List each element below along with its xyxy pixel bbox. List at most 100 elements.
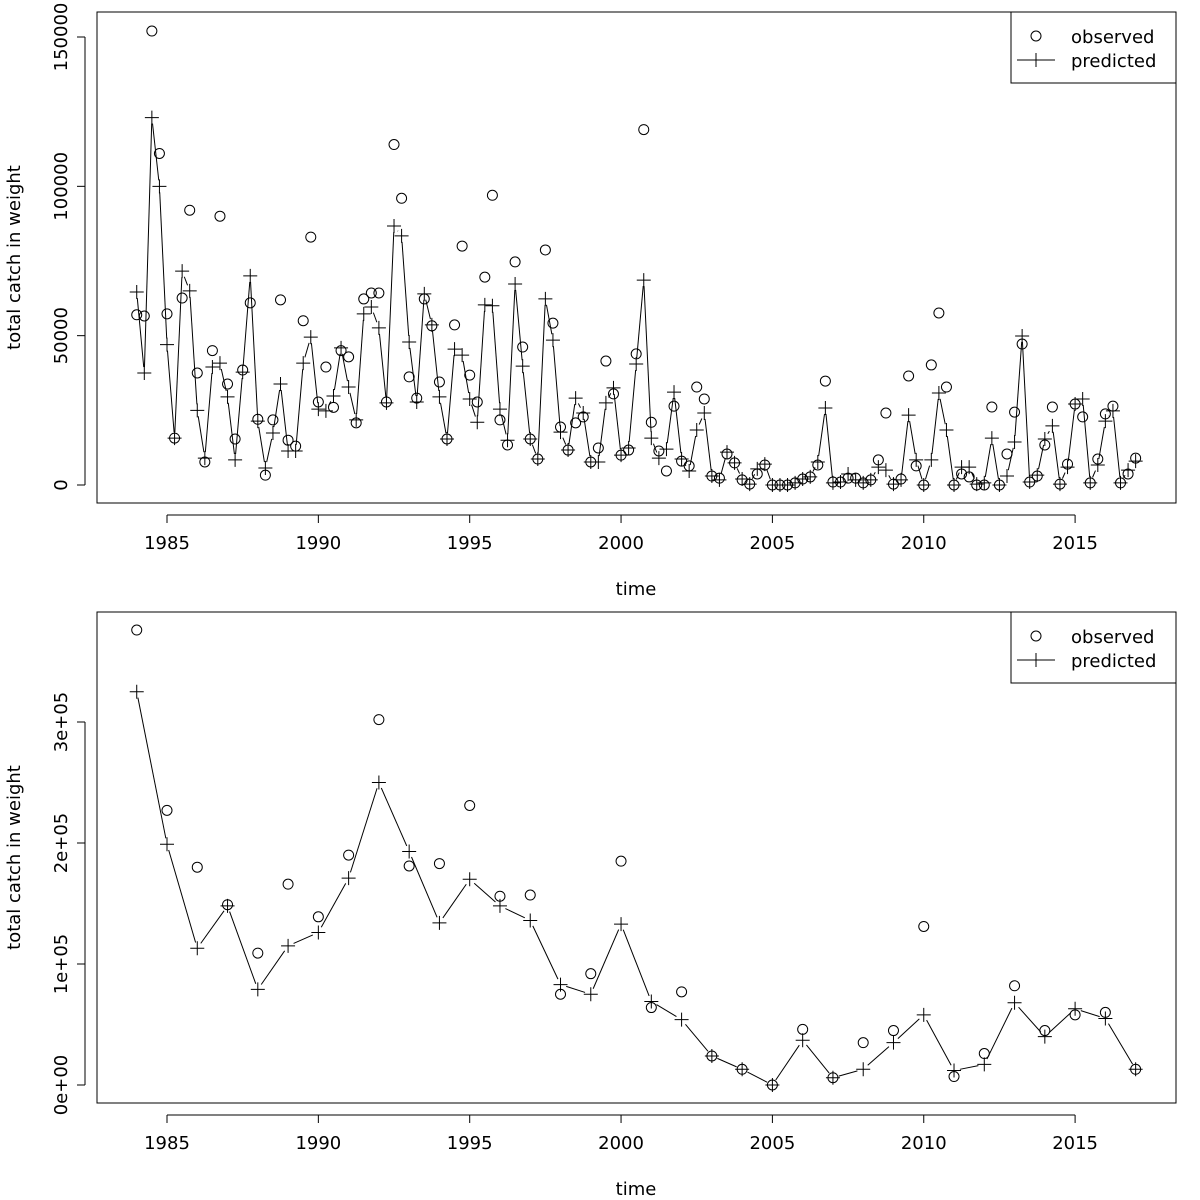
predicted-line-segment	[515, 289, 523, 361]
x-tick-label: 1985	[144, 1133, 190, 1154]
legend: observed predicted	[1010, 611, 1177, 684]
predicted-line-segment	[1082, 404, 1091, 477]
predicted-line-segment	[931, 398, 939, 455]
x-tick-label: 1995	[447, 533, 493, 554]
predicted-line-segment	[917, 465, 923, 480]
observed-point-circle	[857, 477, 869, 489]
predicted-line-segment	[401, 241, 410, 336]
predicted-line-segment	[666, 397, 674, 444]
predicted-line-segment	[806, 1044, 830, 1074]
observed-point-circle	[161, 308, 173, 320]
observed-point-circle	[857, 1037, 869, 1049]
predicted-point-plus	[273, 377, 288, 392]
predicted-point-plus	[492, 402, 507, 417]
predicted-point-plus	[311, 402, 326, 417]
observed-point-circle	[396, 192, 408, 204]
y-axis: 0 50000 100000 150000 total catch in weight	[4, 3, 86, 491]
predicted-point-plus	[462, 872, 477, 887]
observed-point-circle	[638, 124, 650, 136]
observed-point-circle	[517, 341, 529, 353]
observed-point-circle	[676, 986, 688, 998]
predicted-line-segment	[492, 311, 501, 404]
observed-point-circle	[479, 271, 491, 283]
observed-point-circle	[691, 381, 703, 393]
predicted-point-plus	[1075, 391, 1090, 406]
legend-observed-label: observed	[1071, 627, 1154, 648]
observed-point-circle	[153, 147, 165, 159]
observed-point-circle	[335, 345, 347, 357]
observed-point-circle	[1009, 980, 1021, 992]
observed-point-circle	[600, 355, 612, 367]
predicted-point-plus	[1045, 418, 1060, 433]
predicted-point-plus	[182, 283, 197, 298]
predicted-point-plus	[591, 455, 606, 470]
predicted-point-plus	[281, 938, 296, 953]
predicted-line-segment	[717, 1057, 737, 1068]
observed-point-circle	[918, 920, 930, 932]
predicted-line-segment	[174, 277, 183, 433]
predicted-line-segment	[1098, 426, 1105, 460]
predicted-point-plus	[508, 276, 523, 291]
predicted-point-plus	[644, 431, 659, 446]
x-tick-label: 2010	[901, 1133, 947, 1154]
predicted-point-plus	[296, 356, 311, 371]
observed-point-circle	[373, 287, 385, 299]
predicted-line-segment	[189, 296, 198, 405]
predicted-line-segment	[766, 469, 771, 480]
predicted-line-segment	[152, 123, 160, 181]
predicted-line-segment	[1080, 1010, 1100, 1018]
observed-point-circle	[509, 256, 521, 268]
predicted-line-segment	[136, 297, 145, 368]
observed-point-circle	[449, 319, 461, 331]
observed-point-circle	[918, 479, 930, 491]
observed-point-circle	[524, 889, 536, 901]
predicted-point-plus	[258, 460, 273, 475]
predicted-point-plus	[432, 915, 447, 930]
observed-point-circle	[782, 479, 794, 491]
predicted-point-plus	[462, 391, 477, 406]
predicted-line-segment	[685, 1023, 709, 1052]
predicted-line-segment	[909, 420, 916, 455]
predicted-point-plus	[924, 452, 939, 467]
predicted-line-segment	[698, 418, 703, 425]
predicted-line-segment	[386, 232, 395, 397]
predicted-point-plus	[659, 442, 674, 457]
plot-frame	[96, 11, 1177, 504]
predicted-line-segment	[310, 343, 319, 404]
predicted-line-segment	[1108, 1023, 1133, 1065]
observed-point-circle	[365, 287, 377, 299]
observed-point-circle	[812, 459, 824, 471]
observed-point-circle	[819, 375, 831, 387]
observed-point-circle	[502, 439, 514, 451]
observed-point-circle	[925, 359, 937, 371]
predicted-line-segment	[818, 413, 826, 457]
predicted-point-plus	[871, 460, 886, 475]
legend-observed-symbol	[1030, 630, 1042, 642]
predicted-line-segment	[1113, 416, 1121, 477]
x-tick-label: 2010	[901, 533, 947, 554]
predicted-point-plus	[364, 299, 379, 314]
predicted-point-plus	[651, 451, 666, 466]
predicted-line-segment	[873, 471, 876, 476]
predicted-line-segment	[447, 355, 455, 434]
predicted-line-segment	[471, 404, 476, 417]
observed-point-circle	[736, 1063, 748, 1075]
predicted-line-segment	[273, 389, 281, 428]
predicted-line-segment	[622, 929, 650, 997]
predicted-line-segment	[946, 435, 954, 480]
x-tick-label: 2015	[1052, 533, 1098, 554]
observed-point-circle	[176, 292, 188, 304]
observed-point-circle	[766, 1079, 778, 1091]
observed-point-circle	[562, 444, 574, 456]
predicted-point-plus	[394, 228, 409, 243]
observed-point-circle	[191, 367, 203, 379]
predicted-series	[129, 110, 1143, 492]
observed-point-circle	[880, 407, 892, 419]
observed-point-circle	[131, 309, 143, 321]
predicted-point-plus	[614, 917, 629, 932]
observed-point-circle	[441, 433, 453, 445]
predicted-point-plus	[523, 913, 538, 928]
observed-point-circle	[494, 414, 506, 426]
observed-point-circle	[940, 381, 952, 393]
observed-point-circle	[222, 899, 234, 911]
